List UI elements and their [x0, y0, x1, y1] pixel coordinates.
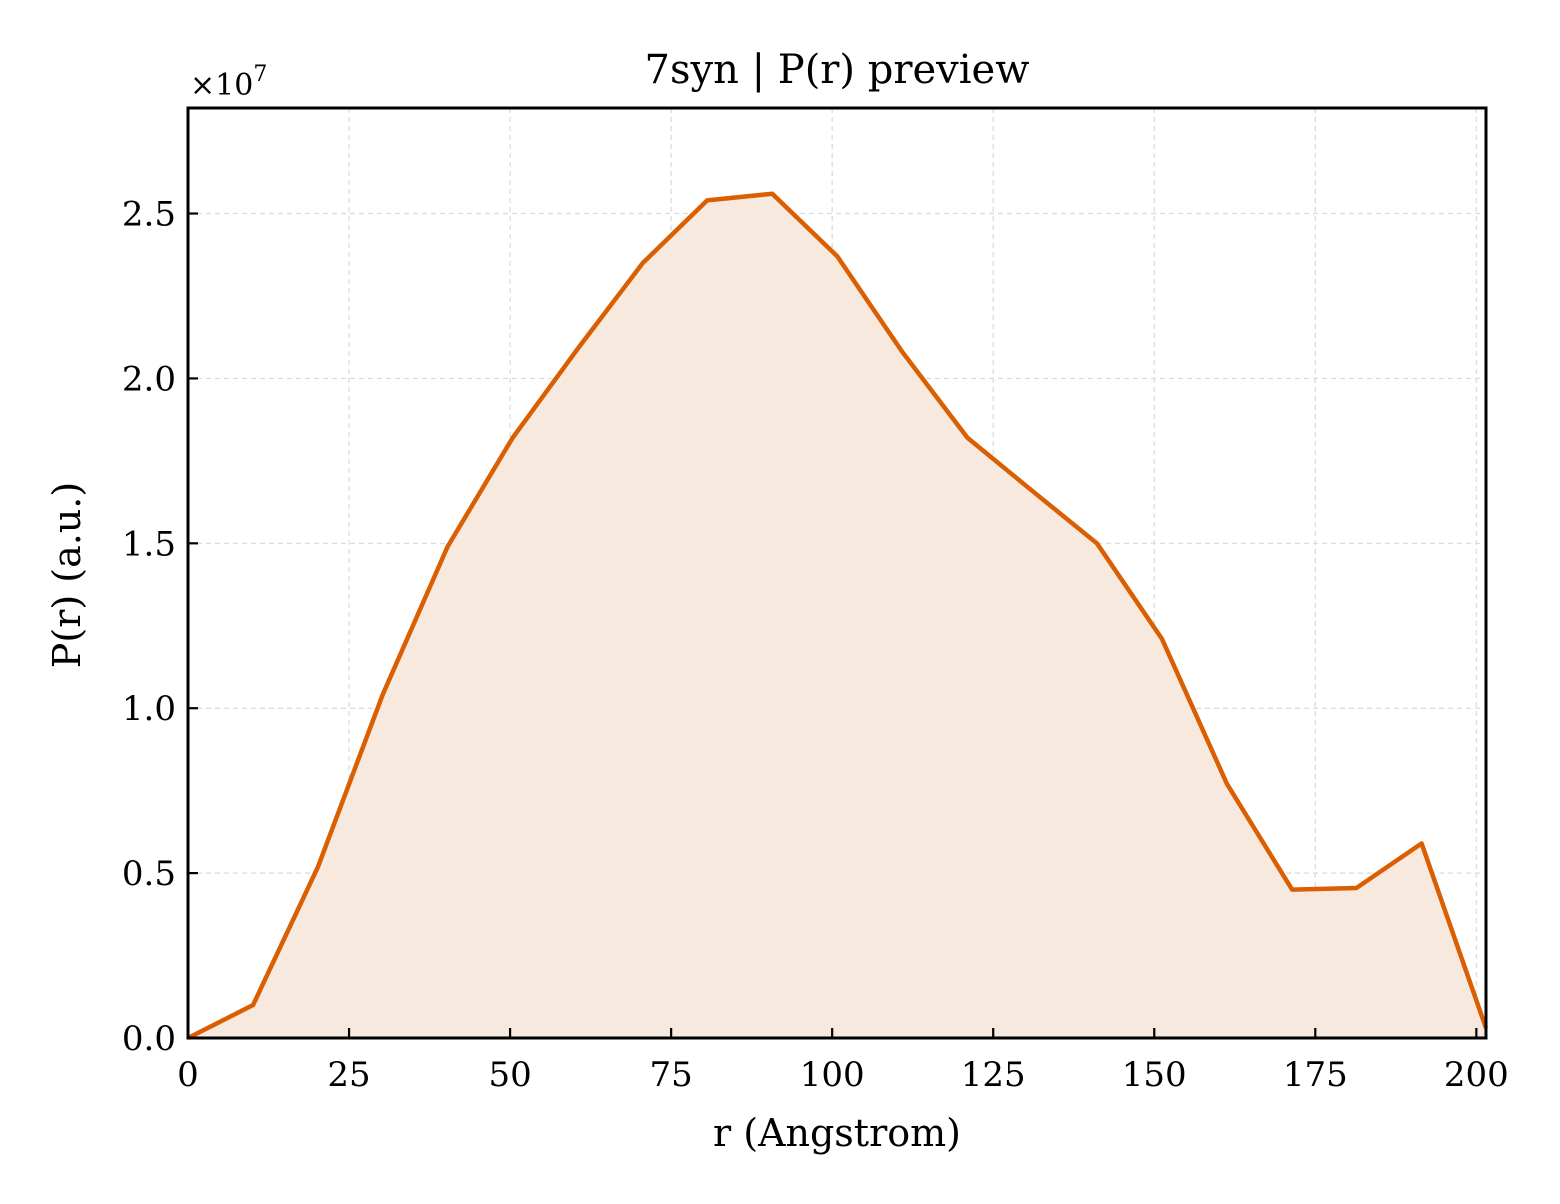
x-tick-label: 75 [649, 1055, 692, 1095]
y-tick-label: 2.5 [122, 195, 176, 235]
x-tick-label: 25 [327, 1055, 370, 1095]
y-offset-label: ×107 [190, 62, 267, 103]
x-axis-label: r (Angstrom) [713, 1111, 961, 1155]
x-tick-label: 100 [800, 1055, 865, 1095]
y-axis-label: P(r) (a.u.) [45, 482, 89, 668]
y-tick-label: 1.0 [122, 689, 176, 729]
x-tick-label: 0 [177, 1055, 199, 1095]
x-tick-label: 175 [1283, 1055, 1348, 1095]
y-tick-label: 0.5 [122, 854, 176, 894]
y-offset-exponent: 7 [253, 62, 267, 87]
chart-title: 7syn | P(r) preview [645, 47, 1030, 93]
data-layer [188, 194, 1486, 1038]
series-area-fill [188, 194, 1486, 1038]
x-tick-label: 125 [961, 1055, 1026, 1095]
y-tick-label: 0.0 [122, 1019, 176, 1059]
x-tick-label: 50 [488, 1055, 531, 1095]
y-tick-label: 1.5 [122, 524, 176, 564]
y-offset-base: ×10 [190, 68, 253, 103]
x-tick-label: 150 [1122, 1055, 1187, 1095]
x-tick-label: 200 [1444, 1055, 1509, 1095]
y-tick-label: 2.0 [122, 359, 176, 399]
